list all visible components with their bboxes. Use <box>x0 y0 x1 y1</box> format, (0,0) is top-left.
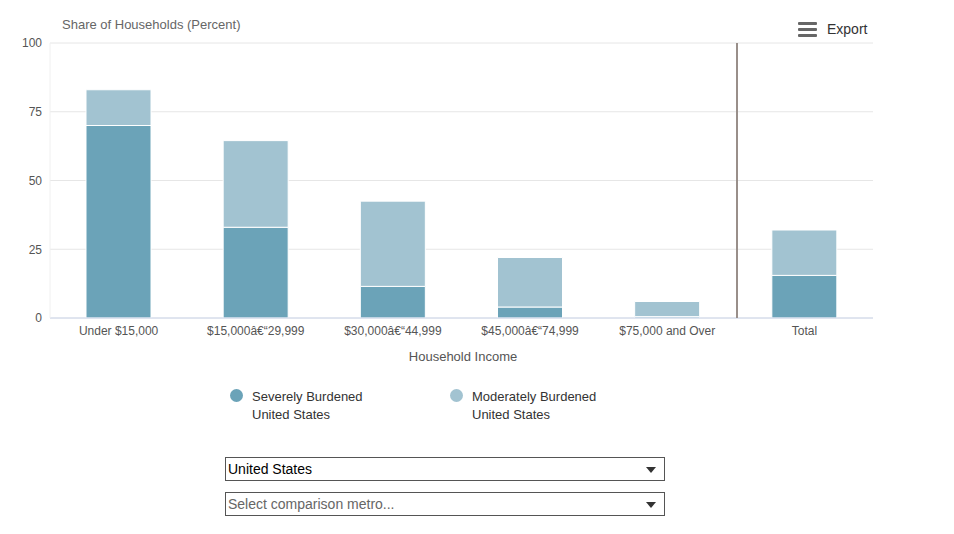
html-text:Severely Burdened: Severely Burdened <box>252 389 363 404</box>
svg-text:$45,000â€“74,999: $45,000â€“74,999 <box>481 324 579 338</box>
svg-text:Total: Total <box>792 324 817 338</box>
html-text:Select comparison metro...: Select comparison metro... <box>228 496 395 512</box>
svg-text:100: 100 <box>22 36 42 50</box>
svg-text:Under $15,000: Under $15,000 <box>79 324 159 338</box>
html-text:United States: United States <box>472 407 550 422</box>
svg-text:$75,000 and Over: $75,000 and Over <box>619 324 715 338</box>
html-text:Household Income: Household Income <box>408 349 518 364</box>
html-text:Share of Households (Percent): Share of Households (Percent) <box>62 17 241 32</box>
html-text:United States: United States <box>252 407 330 422</box>
html-text:United States: United States <box>228 461 313 477</box>
svg-text:0: 0 <box>35 311 42 325</box>
html-text:Moderately Burdened: Moderately Burdened <box>472 389 597 404</box>
html-text:Export: Export <box>827 21 868 37</box>
svg-text:25: 25 <box>29 243 43 257</box>
svg-text:50: 50 <box>29 174 43 188</box>
svg-text:$15,000â€“29,999: $15,000â€“29,999 <box>207 324 305 338</box>
svg-text:75: 75 <box>29 105 43 119</box>
svg-text:$30,000â€“44,999: $30,000â€“44,999 <box>344 324 442 338</box>
